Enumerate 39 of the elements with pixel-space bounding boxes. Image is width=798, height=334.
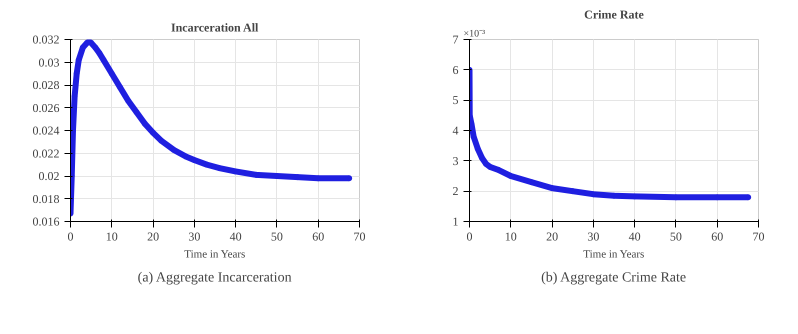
x-axis-title: Time in Years xyxy=(583,248,644,260)
x-tick-label: 20 xyxy=(147,230,160,244)
text: (b) Aggregate Crime Rate xyxy=(541,270,686,286)
x-tick-label: 0 xyxy=(466,230,472,244)
x-tick-label: 40 xyxy=(230,230,242,244)
x-tick-label: 30 xyxy=(587,230,600,244)
y-tick-label: 3 xyxy=(452,154,458,168)
chart-title: Crime Rate xyxy=(584,8,644,22)
y-tick-label: 1 xyxy=(452,214,458,228)
y-tick-label: 0.018 xyxy=(32,192,60,206)
x-tick-label: 10 xyxy=(106,230,118,244)
x-tick-label: 50 xyxy=(670,230,682,244)
x-tick-label: 40 xyxy=(628,230,641,244)
y-tick-label: 0.024 xyxy=(32,124,60,138)
y-tick-label: 0.022 xyxy=(32,146,60,160)
x-tick-label: 70 xyxy=(354,230,366,244)
y-tick-label: 0.032 xyxy=(32,32,60,46)
x-tick-label: 30 xyxy=(188,230,200,244)
annotation: ×10⁻³ xyxy=(464,28,486,40)
y-tick-label: 0.02 xyxy=(38,169,60,183)
y-tick-label: 0.026 xyxy=(32,100,60,115)
y-tick-label: 0.03 xyxy=(38,55,60,70)
x-tick-label: 0 xyxy=(68,230,74,244)
y-tick-label: 0.016 xyxy=(32,214,60,228)
y-tick-label: 0.028 xyxy=(32,78,60,92)
y-tick-label: 7 xyxy=(452,32,458,46)
y-tick-label: 2 xyxy=(452,184,458,198)
x-tick-label: 60 xyxy=(312,230,324,244)
x-tick-label: 20 xyxy=(546,230,558,244)
x-tick-label: 70 xyxy=(752,230,764,244)
y-tick-label: 6 xyxy=(452,62,458,77)
x-tick-label: 10 xyxy=(504,230,517,244)
text: (a) Aggregate Incarceration xyxy=(138,270,292,286)
chart-title: Incarceration All xyxy=(170,20,260,34)
y-tick-label: 5 xyxy=(452,93,458,108)
x-tick-label: 50 xyxy=(270,230,283,244)
y-tick-label: 4 xyxy=(452,124,458,138)
x-tick-label: 60 xyxy=(711,230,724,244)
x-axis-title: Time in Years xyxy=(184,248,246,260)
